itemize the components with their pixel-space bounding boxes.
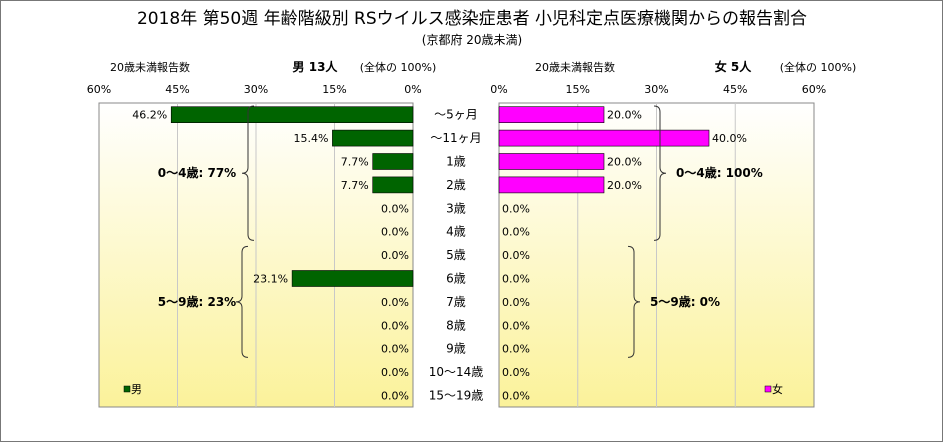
female-bar xyxy=(498,176,605,194)
age-category-label: 15～19歳 xyxy=(429,389,484,403)
female-group-label: 0～4歳: 100% xyxy=(676,165,763,180)
female-value-label: 0.0% xyxy=(502,226,530,239)
female-group-label: 5～9歳: 0% xyxy=(650,294,720,309)
age-category-label: ～11ヶ月 xyxy=(430,131,481,145)
age-category-label: 2歳 xyxy=(446,178,466,192)
female-group-brace xyxy=(627,245,641,358)
female-value-label: 0.0% xyxy=(502,296,530,309)
female-legend-label: 女 xyxy=(772,382,783,396)
female-value-label: 20.0% xyxy=(607,179,642,192)
female-x-tick-label: 45% xyxy=(723,83,747,96)
age-category-label: 7歳 xyxy=(446,295,466,309)
female-value-label: 40.0% xyxy=(712,132,747,145)
male-bar xyxy=(332,129,414,147)
male-header-count-label: 20歳未満報告数 xyxy=(110,61,190,74)
female-value-label: 20.0% xyxy=(607,109,642,122)
male-header-sex: 男 13人 xyxy=(293,59,339,74)
age-category-label: 3歳 xyxy=(446,201,466,215)
female-group-brace xyxy=(653,105,667,241)
male-value-label: 23.1% xyxy=(253,273,288,286)
age-category-label: 1歳 xyxy=(446,155,466,169)
female-x-tick-label: 0% xyxy=(490,83,507,96)
female-x-tick-label: 30% xyxy=(644,83,668,96)
male-group-brace xyxy=(241,105,255,241)
age-category-label: 10～14歳 xyxy=(429,365,484,379)
female-header-sex: 女 5人 xyxy=(715,59,753,74)
female-header-total: (全体の 100%) xyxy=(780,60,857,74)
male-x-tick-label: 0% xyxy=(404,83,421,96)
age-category-label: ～5ヶ月 xyxy=(434,108,478,122)
male-value-label: 0.0% xyxy=(381,296,409,309)
male-value-label: 7.7% xyxy=(341,179,369,192)
male-value-label: 0.0% xyxy=(381,319,409,332)
male-group-label: 0～4歳: 77% xyxy=(158,165,236,180)
male-group-brace xyxy=(235,245,249,358)
female-bar xyxy=(498,106,605,123)
male-bar xyxy=(372,176,414,194)
age-category-label: 4歳 xyxy=(446,225,466,239)
male-value-label: 0.0% xyxy=(381,366,409,379)
female-value-label: 0.0% xyxy=(502,273,530,286)
male-value-label: 0.0% xyxy=(381,343,409,356)
male-header-total: (全体の 100%) xyxy=(360,60,437,74)
male-bar xyxy=(291,270,414,287)
female-value-label: 0.0% xyxy=(502,249,530,262)
female-legend-swatch xyxy=(764,385,772,393)
male-bar xyxy=(170,106,414,123)
female-value-label: 0.0% xyxy=(502,319,530,332)
male-x-tick-label: 60% xyxy=(87,83,111,96)
male-value-label: 46.2% xyxy=(132,109,167,122)
female-x-tick-label: 15% xyxy=(566,83,590,96)
female-value-label: 20.0% xyxy=(607,156,642,169)
female-x-tick-label: 60% xyxy=(802,83,826,96)
male-group-label: 5～9歳: 23% xyxy=(158,294,236,309)
age-category-label: 8歳 xyxy=(446,318,466,332)
male-legend-label: 男 xyxy=(131,383,142,396)
age-category-label: 9歳 xyxy=(446,342,466,356)
male-x-tick-label: 30% xyxy=(244,83,268,96)
female-value-label: 0.0% xyxy=(502,202,530,215)
male-bar xyxy=(372,153,414,170)
female-bar xyxy=(498,153,605,170)
chart-title: 2018年 第50週 年齢階級別 RSウイルス感染症患者 小児科定点医療機関から… xyxy=(136,9,808,29)
age-category-label: 5歳 xyxy=(446,248,466,262)
male-value-label: 15.4% xyxy=(293,132,328,145)
male-value-label: 7.7% xyxy=(341,156,369,169)
chart-subtitle: (京都府 20歳未満) xyxy=(421,33,523,47)
female-value-label: 0.0% xyxy=(502,343,530,356)
male-value-label: 0.0% xyxy=(381,390,409,403)
female-value-label: 0.0% xyxy=(502,390,530,403)
male-x-tick-label: 15% xyxy=(322,83,346,96)
female-header-count-label: 20歳未満報告数 xyxy=(535,61,615,74)
male-value-label: 0.0% xyxy=(381,249,409,262)
male-value-label: 0.0% xyxy=(381,226,409,239)
female-bar xyxy=(498,129,710,147)
age-category-label: 6歳 xyxy=(446,272,466,286)
male-legend-swatch xyxy=(123,385,131,393)
female-value-label: 0.0% xyxy=(502,366,530,379)
male-value-label: 0.0% xyxy=(381,202,409,215)
male-x-tick-label: 45% xyxy=(165,83,189,96)
